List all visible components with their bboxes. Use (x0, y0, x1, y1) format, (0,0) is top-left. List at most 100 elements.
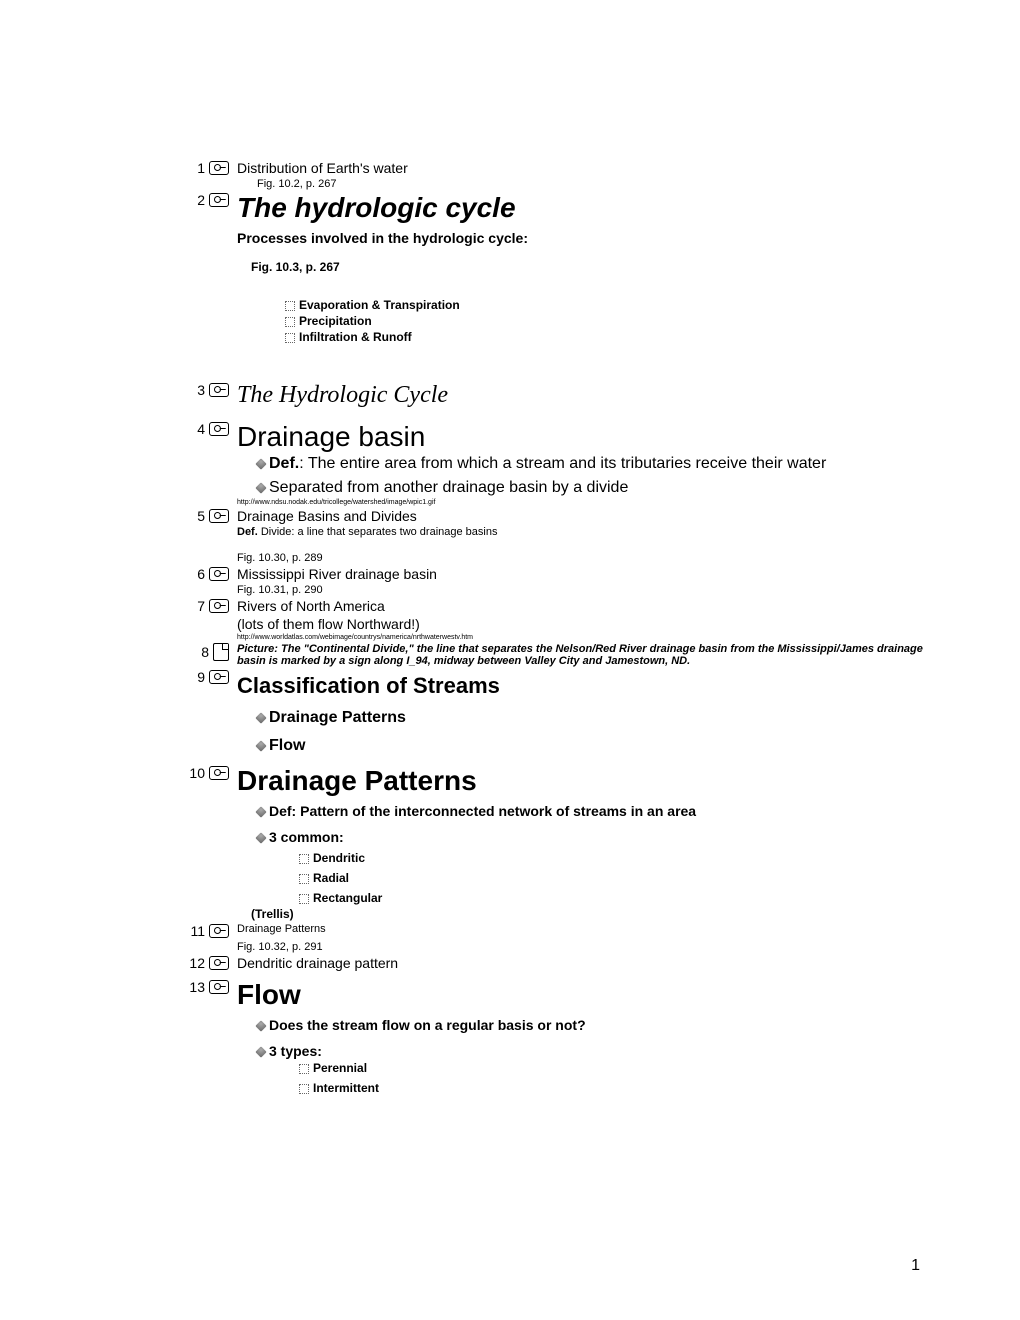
item-title: Dendritic drainage pattern (237, 955, 930, 971)
outline-subitem: Intermittent (185, 1077, 930, 1095)
slide-icon (209, 670, 229, 684)
outline-subitem: Fig. 10.2, p. 267 (185, 178, 930, 190)
outline-subitem: Fig. 10.30, p. 289 (185, 540, 930, 564)
sub-text: Evaporation & Transpiration (237, 298, 930, 312)
item-content: Classification of Streams (235, 669, 930, 699)
item-number: 4 (197, 421, 205, 437)
item-number: 5 (197, 508, 205, 524)
item-title: The hydrologic cycle (237, 192, 930, 224)
outline-subitem: Evaporation & Transpiration (185, 290, 930, 312)
slide-icon (209, 980, 229, 994)
item-content: Infiltration & Runoff (235, 330, 930, 344)
item-number-column: 11 (185, 923, 235, 939)
sub-text: 3 common: (237, 829, 930, 845)
item-number-column: 3 (185, 382, 235, 398)
item-content: Perennial (235, 1061, 930, 1075)
item-title: The Hydrologic Cycle (237, 382, 930, 409)
sub-text: 3 types: (237, 1043, 930, 1059)
item-number: 2 (197, 192, 205, 208)
item-content: Def: Pattern of the interconnected netwo… (235, 799, 930, 819)
sub-text: Separated from another drainage basin by… (237, 479, 930, 497)
outline-item: 2 The hydrologic cycle (185, 192, 930, 224)
outline-subitem: (lots of them flow Northward!) (185, 616, 930, 632)
outline-subitem: Processes involved in the hydrologic cyc… (185, 226, 930, 246)
outline-subitem: Flow (185, 729, 930, 755)
outline-subitem: Drainage Patterns (185, 701, 930, 727)
sub-text: Processes involved in the hydrologic cyc… (237, 230, 930, 246)
outline-subitem: Perennial (185, 1061, 930, 1075)
item-content: Fig. 10.32, p. 291 (235, 941, 930, 953)
item-title: Picture: The "Continental Divide," the l… (237, 643, 930, 667)
outline-subitem: Rectangular (185, 887, 930, 905)
item-number: 9 (197, 669, 205, 685)
item-content: Dendritic drainage pattern (235, 955, 930, 971)
item-content: Separated from another drainage basin by… (235, 475, 930, 497)
outline-item: 11Drainage Patterns (185, 923, 930, 939)
slide-icon (209, 924, 229, 938)
item-content: Fig. 10.3, p. 267 (235, 248, 930, 278)
item-content: Def.: The entire area from which a strea… (235, 455, 930, 473)
sub-text: Drainage Patterns (237, 709, 930, 727)
item-title: Distribution of Earth's water (237, 160, 930, 176)
outline-item: 10Drainage Patterns (185, 765, 930, 797)
item-content: Fig. 10.30, p. 289 (235, 540, 930, 564)
item-number: 7 (197, 598, 205, 614)
item-content: Picture: The "Continental Divide," the l… (235, 643, 930, 667)
item-content: Distribution of Earth's water (235, 160, 930, 176)
item-title: Mississippi River drainage basin (237, 566, 930, 582)
slide-icon (209, 509, 229, 523)
item-content: Rivers of North America (235, 598, 930, 614)
item-title: Drainage Patterns (237, 923, 930, 935)
sub-text: Fig. 10.32, p. 291 (237, 941, 930, 953)
outline-subitem: Def.: The entire area from which a strea… (185, 455, 930, 473)
item-content: 3 common: (235, 821, 930, 845)
item-content: The hydrologic cycle (235, 192, 930, 224)
sub-text: Precipitation (237, 314, 930, 328)
outline-subitem: Does the stream flow on a regular basis … (185, 1013, 930, 1033)
sub-text: Fig. 10.30, p. 289 (237, 552, 930, 564)
slide-icon (209, 422, 229, 436)
item-title: Drainage Patterns (237, 765, 930, 797)
outline-subitem: http://www.ndsu.nodak.edu/tricollege/wat… (185, 499, 930, 506)
item-number-column: 10 (185, 765, 235, 781)
item-title: Classification of Streams (237, 673, 930, 699)
slide-icon (209, 956, 229, 970)
item-number: 13 (189, 979, 205, 995)
item-content: The Hydrologic Cycle (235, 382, 930, 409)
sub-text: Radial (237, 871, 930, 885)
outline-subitem: http://www.worldatlas.com/webimage/count… (185, 634, 930, 641)
item-title: Flow (237, 979, 930, 1011)
item-number: 1 (197, 160, 205, 176)
outline-subitem: Def: Pattern of the interconnected netwo… (185, 799, 930, 819)
item-number: 12 (189, 955, 205, 971)
item-title: Rivers of North America (237, 598, 930, 614)
item-number-column: 6 (185, 566, 235, 582)
outline-item: 4 Drainage basin (185, 421, 930, 453)
outline-subitem: Fig. 10.32, p. 291 (185, 941, 930, 953)
sub-text: Flow (237, 737, 930, 755)
outline-item: 7 Rivers of North America (185, 598, 930, 614)
outline-item: 12 Dendritic drainage pattern (185, 955, 930, 971)
outline-item: 3The Hydrologic Cycle (185, 382, 930, 409)
page-icon (213, 643, 229, 661)
item-content: Fig. 10.31, p. 290 (235, 584, 930, 596)
item-content: Processes involved in the hydrologic cyc… (235, 226, 930, 246)
item-title: Drainage Basins and Divides (237, 508, 930, 524)
item-content: Drainage basin (235, 421, 930, 453)
sub-text: Fig. 10.2, p. 267 (237, 178, 930, 190)
item-content: http://www.worldatlas.com/webimage/count… (235, 634, 930, 641)
sub-text: Perennial (237, 1061, 930, 1075)
item-number-column: 13 (185, 979, 235, 995)
sub-text: Intermittent (237, 1081, 930, 1095)
outline-subitem: Separated from another drainage basin by… (185, 475, 930, 497)
item-content: Flow (235, 729, 930, 755)
item-number-column: 12 (185, 955, 235, 971)
outline-item: 9 Classification of Streams (185, 669, 930, 699)
item-number-column: 9 (185, 669, 235, 685)
item-number-column: 4 (185, 421, 235, 437)
item-number: 8 (201, 644, 209, 660)
outline-item: 1 Distribution of Earth's water (185, 160, 930, 176)
slide-icon (209, 766, 229, 780)
item-content: Rectangular (235, 887, 930, 905)
item-content: http://www.ndsu.nodak.edu/tricollege/wat… (235, 499, 930, 506)
